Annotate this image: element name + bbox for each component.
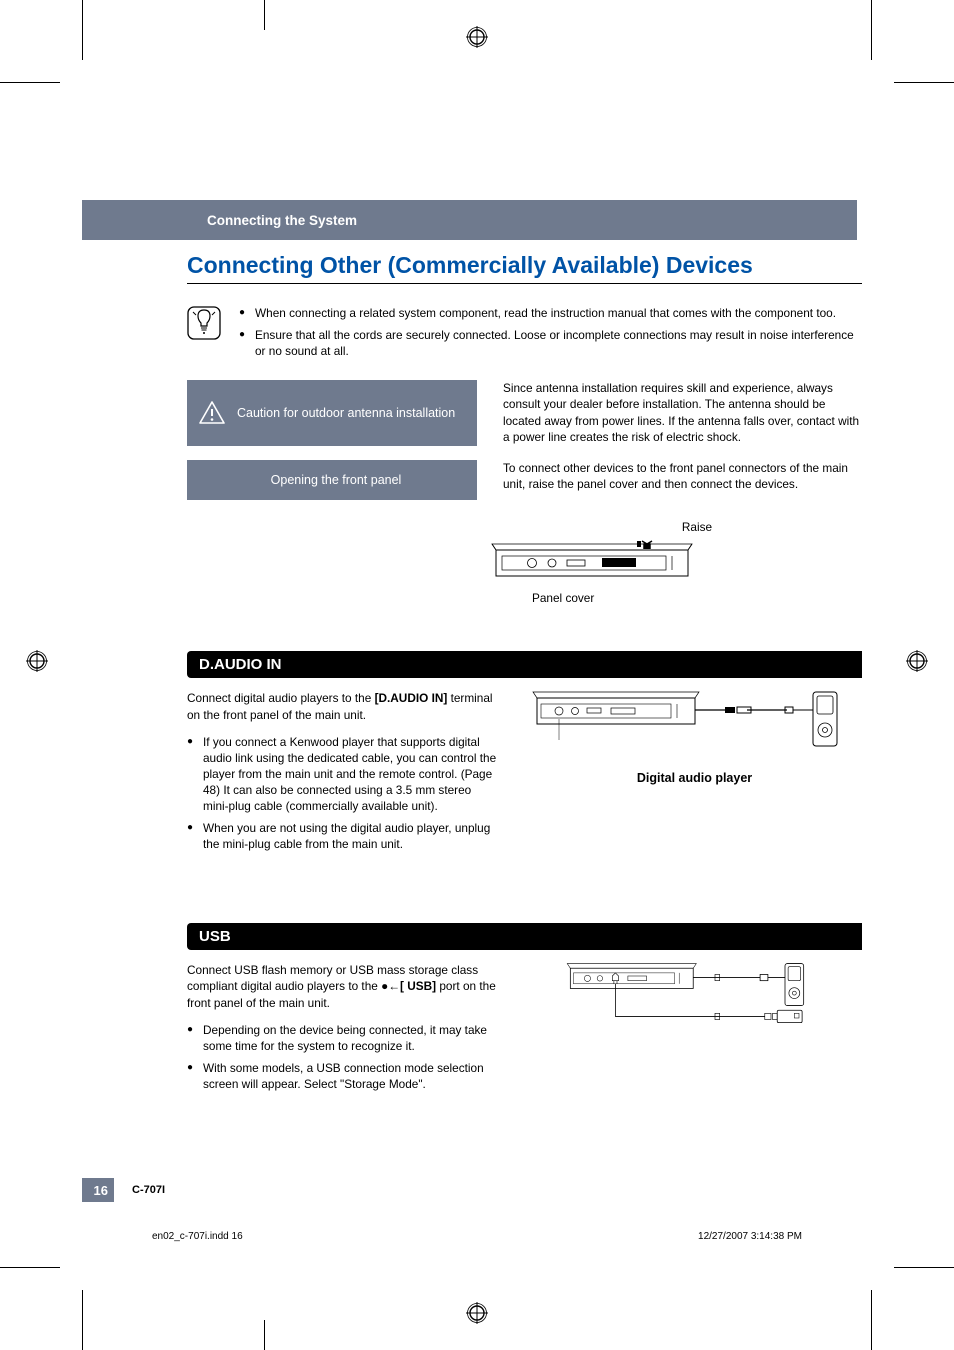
daudio-intro: Connect digital audio players to the [D.… (187, 690, 497, 723)
opening-text: To connect other devices to the front pa… (503, 460, 862, 500)
warning-icon (199, 401, 225, 425)
page-footer: 16 C-707I (82, 1178, 165, 1202)
tip-list: When connecting a related system compone… (239, 306, 862, 366)
model-name: C-707I (132, 1184, 165, 1196)
caution-row: Caution for outdoor antenna installation… (187, 380, 862, 446)
tip-item: Ensure that all the cords are securely c… (239, 328, 862, 360)
opening-label-text: Opening the front panel (271, 472, 402, 488)
crop-mark (264, 0, 265, 30)
usb-diagram-icon (527, 962, 847, 1032)
daudio-figure: Digital audio player (527, 690, 862, 858)
print-meta: en02_c-707i.indd 16 12/27/2007 3:14:38 P… (152, 1231, 802, 1242)
section-heading-daudio: D.AUDIO IN (187, 651, 862, 678)
list-item: Depending on the device being connected,… (187, 1023, 497, 1055)
registration-mark-icon (906, 650, 928, 672)
page: Connecting the System Connecting Other (… (0, 0, 954, 1350)
crop-mark (871, 0, 872, 60)
daudio-caption: Digital audio player (527, 771, 862, 785)
panel-caption: Panel cover (482, 591, 832, 605)
tip-item: When connecting a related system compone… (239, 306, 862, 322)
list-item: When you are not using the digital audio… (187, 821, 497, 853)
crop-mark (264, 1320, 265, 1350)
tip-row: When connecting a related system compone… (187, 306, 862, 366)
section-heading-usb: USB (187, 923, 862, 950)
usb-figure (527, 962, 862, 1099)
crop-mark (894, 1267, 954, 1268)
print-timestamp: 12/27/2007 3:14:38 PM (698, 1231, 802, 1242)
page-number: 16 (82, 1178, 114, 1202)
list-item: With some models, a USB connection mode … (187, 1061, 497, 1093)
daudio-text: Connect digital audio players to the [D.… (187, 690, 497, 858)
registration-mark-icon (466, 1302, 488, 1324)
crop-mark (82, 0, 83, 60)
content-box: Connecting the System Connecting Other (… (82, 140, 862, 1200)
crop-mark (82, 1290, 83, 1350)
caution-label-text: Caution for outdoor antenna installation (237, 405, 455, 421)
list-item: If you connect a Kenwood player that sup… (187, 735, 497, 815)
panel-figure: Raise Panel cover (482, 520, 832, 605)
crop-mark (0, 82, 60, 83)
page-title: Connecting Other (Commercially Available… (187, 252, 862, 284)
crop-mark (871, 1290, 872, 1350)
crop-mark (0, 1267, 60, 1268)
crop-mark (894, 82, 954, 83)
lightbulb-icon (187, 306, 221, 340)
header-bar: Connecting the System (82, 200, 857, 240)
registration-mark-icon (26, 650, 48, 672)
daudio-diagram-icon (527, 690, 847, 760)
panel-diagram-icon (482, 538, 702, 584)
caution-label: Caution for outdoor antenna installation (187, 380, 477, 446)
daudio-bullets: If you connect a Kenwood player that sup… (187, 735, 497, 852)
registration-mark-icon (466, 26, 488, 48)
opening-row: Opening the front panel To connect other… (187, 460, 862, 500)
caution-text: Since antenna installation requires skil… (503, 380, 862, 446)
usb-intro: Connect USB flash memory or USB mass sto… (187, 962, 497, 1012)
daudio-body: Connect digital audio players to the [D.… (187, 690, 862, 858)
usb-bullets: Depending on the device being connected,… (187, 1023, 497, 1093)
usb-text: Connect USB flash memory or USB mass sto… (187, 962, 497, 1099)
raise-label: Raise (482, 520, 832, 534)
print-file: en02_c-707i.indd 16 (152, 1231, 243, 1242)
header-title: Connecting the System (207, 213, 357, 228)
opening-label: Opening the front panel (187, 460, 477, 500)
usb-body: Connect USB flash memory or USB mass sto… (187, 962, 862, 1099)
